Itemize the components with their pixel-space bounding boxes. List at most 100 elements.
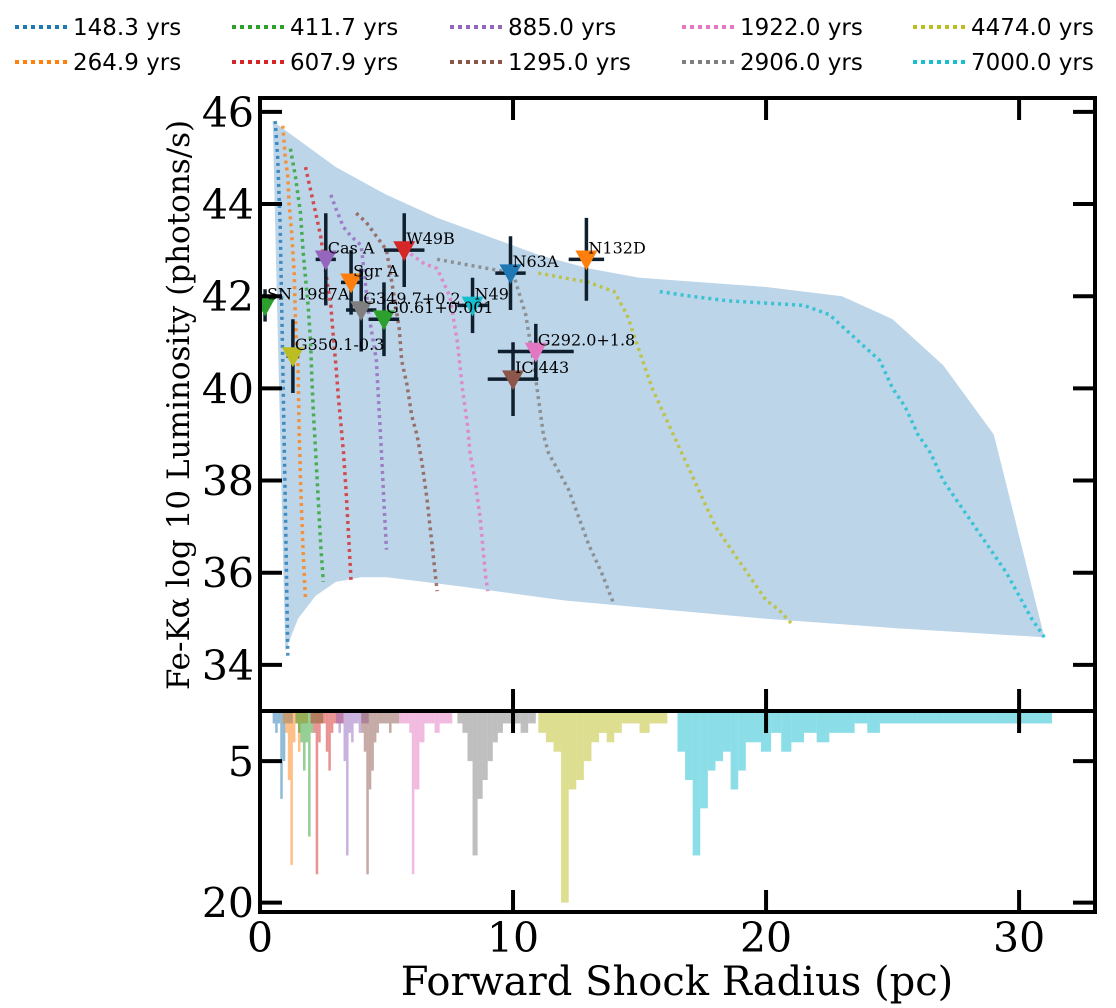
- hist-bar-9-14: [791, 713, 805, 743]
- hist-bar-8-11: [621, 713, 630, 724]
- hist-bar-7-0: [457, 713, 463, 724]
- hist-bar-4-9: [358, 713, 362, 733]
- hist-bar-2-0: [295, 713, 298, 724]
- bottom-panel-frame: [258, 709, 1097, 914]
- hist-bar-5-3: [368, 713, 372, 790]
- hist-bar-6-2: [409, 713, 412, 733]
- hist-bar-8-7: [591, 713, 600, 743]
- hist-bar-8-15: [659, 713, 668, 724]
- annotation-layer: SN 1987A G350.1-0.3 Cas A Sgr A G349.7+0.2G0…: [267, 229, 646, 377]
- hist-bar-5-12: [391, 713, 400, 724]
- series-layer: [273, 120, 1046, 656]
- hist-bar-9-23: [917, 713, 944, 724]
- legend-label-3: 607.9 yrs: [290, 50, 398, 76]
- hist-bar-8-12: [629, 713, 640, 724]
- hist-bar-9-1: [685, 713, 693, 780]
- hist-bar-2-3: [303, 713, 306, 771]
- hist-bar-3-9: [333, 713, 336, 724]
- hist-bar-5-8: [381, 713, 384, 724]
- hist-bar-9-21: [879, 713, 893, 724]
- legend-label-1: 264.9 yrs: [73, 50, 181, 76]
- obs-marker-10: [502, 370, 525, 391]
- hist-bar-9-10: [753, 713, 761, 743]
- obs-label-9: G292.0+1.8: [538, 330, 635, 349]
- obs-label-8: N63A: [513, 252, 559, 271]
- histogram-layer: [272, 713, 1052, 903]
- hist-bar-3-8: [330, 713, 334, 733]
- x-tick-label-0: 0: [247, 914, 273, 962]
- hist-bar-8-4: [568, 713, 577, 790]
- hist-bar-9-20: [867, 713, 880, 733]
- hist-bar-5-11: [389, 713, 392, 733]
- hist-bar-6-0: [399, 713, 405, 724]
- hist-bar-3-1: [313, 713, 316, 733]
- hist-bar-3-3: [318, 713, 321, 743]
- hist-bar-9-7: [730, 713, 739, 790]
- hist-bar-9-3: [700, 713, 708, 809]
- hist-bar-8-9: [606, 713, 615, 743]
- hist-bar-9-27: [1019, 713, 1045, 724]
- hist-bar-9-17: [829, 713, 842, 733]
- series-line-7: [436, 257, 616, 606]
- hist-bar-7-13: [528, 713, 536, 724]
- obs-label-0: SN 1987A: [267, 284, 350, 303]
- series-line-9: [659, 289, 1046, 639]
- hist-bar-2-1: [297, 713, 301, 733]
- hist-bar-6-4: [414, 713, 420, 790]
- hist-bar-6-10: [444, 713, 453, 724]
- series-line-2: [288, 148, 326, 583]
- hist-bar-8-2: [553, 713, 562, 752]
- hist-bar-0-4: [282, 713, 286, 762]
- hist-bar-4-1: [338, 713, 341, 733]
- obs-label-1: G350.1-0.3: [295, 335, 384, 354]
- legend-label-7: 2906.0 yrs: [740, 50, 863, 76]
- hist-bar-6-1: [404, 713, 410, 724]
- x-axis-label: Forward Shock Radius (pc): [401, 959, 953, 1005]
- series-line-5: [355, 211, 439, 592]
- hist-bar-9-22: [892, 713, 918, 724]
- y-tick-label-1: 36: [202, 550, 254, 598]
- hist-bar-0-0: [272, 713, 276, 724]
- hist-bar-4-7: [353, 713, 357, 724]
- series-line-3: [303, 166, 353, 582]
- hist-bar-7-6: [487, 713, 493, 762]
- hist-bar-0-1: [275, 713, 278, 733]
- hist-bar-4-8: [356, 713, 359, 724]
- hist-bar-9-24: [943, 713, 969, 724]
- obs-marker-2: [314, 250, 337, 271]
- obs-marker-7: [461, 296, 484, 317]
- legend-label-0: 148.3 yrs: [73, 15, 181, 41]
- hist-bar-8-1: [545, 713, 554, 743]
- obs-label-3: Sgr A: [353, 261, 399, 280]
- legend-label-6: 1922.0 yrs: [740, 15, 863, 41]
- obs-label-6: W49B: [406, 229, 455, 248]
- x-tick-label-1: 10: [487, 914, 539, 962]
- hist-bar-5-7: [378, 713, 382, 724]
- hist-bar-5-1: [363, 713, 367, 752]
- hist-bar-9-16: [816, 713, 830, 743]
- hist-bar-9-6: [723, 713, 731, 752]
- hist-bar-7-11: [513, 713, 521, 724]
- series-line-1: [281, 125, 308, 601]
- legend-label-9: 7000.0 yrs: [971, 50, 1094, 76]
- hist-bar-8-8: [599, 713, 607, 733]
- hist-bar-9-8: [738, 713, 746, 771]
- obs-marker-4: [350, 301, 373, 322]
- hist-bar-6-7: [429, 713, 435, 724]
- hist-bar-6-5: [419, 713, 425, 743]
- hist-bar-5-2: [366, 713, 369, 875]
- hist-bar-7-7: [492, 713, 498, 743]
- x-tick-label-2: 20: [740, 914, 792, 962]
- obs-label-4: G349.7+0.2: [363, 289, 460, 308]
- hist-bar-9-13: [781, 713, 792, 752]
- hist-bar-1-2: [287, 713, 291, 780]
- y-tick-label-3: 40: [202, 365, 254, 413]
- obs-marker-9: [524, 342, 547, 363]
- obs-label-11: N132D: [588, 238, 645, 257]
- hist-bar-7-9: [502, 713, 508, 724]
- model-envelope: [272, 121, 1045, 652]
- legend-label-4: 885.0 yrs: [508, 15, 616, 41]
- obs-marker-8: [499, 264, 522, 285]
- obs-label-10: IC 443: [515, 358, 569, 377]
- y-tick-label-4: 42: [202, 273, 254, 321]
